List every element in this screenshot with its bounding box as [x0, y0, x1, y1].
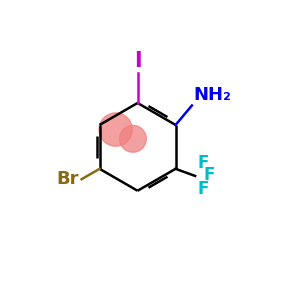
Text: F: F	[197, 154, 209, 172]
Text: NH₂: NH₂	[193, 86, 231, 104]
Text: I: I	[134, 51, 141, 70]
Text: F: F	[197, 180, 209, 198]
Circle shape	[120, 125, 146, 152]
Text: Br: Br	[57, 170, 79, 188]
Text: F: F	[203, 166, 214, 184]
Circle shape	[99, 113, 132, 146]
